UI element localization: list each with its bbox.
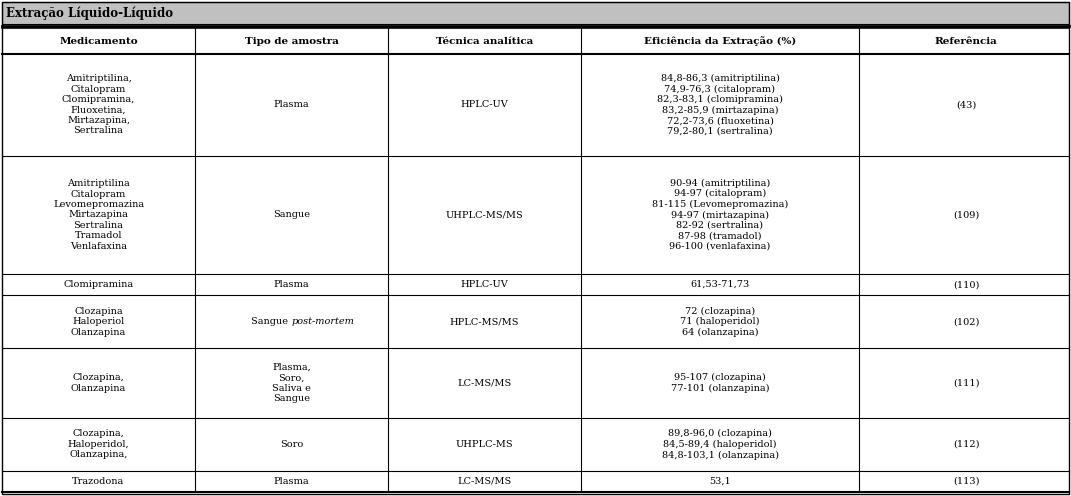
Text: (111): (111) [953, 378, 979, 387]
Text: Plasma: Plasma [274, 100, 310, 109]
Text: HPLC-MS/MS: HPLC-MS/MS [450, 317, 519, 326]
Text: Técnica analítica: Técnica analítica [436, 37, 533, 46]
Text: LC-MS/MS: LC-MS/MS [457, 477, 512, 486]
Text: Clozapina,
Olanzapina: Clozapina, Olanzapina [71, 373, 126, 393]
Text: Clomipramina: Clomipramina [63, 280, 134, 289]
Bar [2, 156, 1069, 274]
Text: LC-MS/MS: LC-MS/MS [457, 378, 512, 387]
Text: Plasma: Plasma [274, 477, 310, 486]
Text: Sangue: Sangue [273, 210, 310, 219]
Bar [2, 295, 1069, 348]
Text: HPLC-UV: HPLC-UV [461, 280, 509, 289]
Text: 72 (clozapina)
71 (haloperidol)
64 (olanzapina): 72 (clozapina) 71 (haloperidol) 64 (olan… [680, 307, 759, 337]
Text: (109): (109) [953, 210, 979, 219]
Text: (113): (113) [953, 477, 979, 486]
Text: Plasma: Plasma [274, 280, 310, 289]
Bar [2, 2, 1069, 24]
Text: 84,8-86,3 (amitriptilina)
74,9-76,3 (citalopram)
82,3-83,1 (clomipramina)
83,2-8: 84,8-86,3 (amitriptilina) 74,9-76,3 (cit… [658, 74, 783, 135]
Text: 53,1: 53,1 [709, 477, 730, 486]
Text: Extração Líquido-Líquido: Extração Líquido-Líquido [6, 6, 174, 20]
Bar [2, 28, 1069, 54]
Bar [2, 54, 1069, 156]
Text: Plasma,
Soro,
Saliva e
Sangue: Plasma, Soro, Saliva e Sangue [272, 363, 311, 403]
Text: Tipo de amostra: Tipo de amostra [244, 37, 338, 46]
Text: HPLC-UV: HPLC-UV [461, 100, 509, 109]
Text: UHPLC-MS: UHPLC-MS [455, 440, 513, 449]
Text: Amitriptilina
Citalopram
Levomepromazina
Mirtazapina
Sertralina
Tramadol
Venlafa: Amitriptilina Citalopram Levomepromazina… [52, 179, 145, 250]
Text: Clozapina
Haloperiol
Olanzapina: Clozapina Haloperiol Olanzapina [71, 307, 126, 337]
Text: Referência: Referência [935, 37, 997, 46]
Text: UHPLC-MS/MS: UHPLC-MS/MS [446, 210, 524, 219]
Text: Trazodona: Trazodona [73, 477, 124, 486]
Text: Amitriptilina,
Citalopram
Clomipramina,
Fluoxetina,
Mirtazapina,
Sertralina: Amitriptilina, Citalopram Clomipramina, … [62, 74, 135, 135]
Text: (110): (110) [953, 280, 979, 289]
Text: Clozapina,
Haloperidol,
Olanzapina,: Clozapina, Haloperidol, Olanzapina, [67, 430, 130, 459]
Text: 90-94 (amitriptilina)
94-97 (citalopram)
81-115 (Levomepromazina)
94-97 (mirtaza: 90-94 (amitriptilina) 94-97 (citalopram)… [652, 179, 788, 251]
Text: 89,8-96,0 (clozapina)
84,5-89,4 (haloperidol)
84,8-103,1 (olanzapina): 89,8-96,0 (clozapina) 84,5-89,4 (haloper… [662, 429, 779, 459]
Text: post-mortem: post-mortem [291, 317, 355, 326]
Bar [2, 348, 1069, 418]
Bar [2, 418, 1069, 471]
Text: Eficiência da Extração (%): Eficiência da Extração (%) [644, 36, 796, 46]
Text: (102): (102) [953, 317, 979, 326]
Text: (43): (43) [956, 100, 976, 109]
Text: Medicamento: Medicamento [59, 37, 138, 46]
Text: (112): (112) [953, 440, 979, 449]
Text: 61,53-71,73: 61,53-71,73 [691, 280, 750, 289]
Bar [2, 471, 1069, 492]
Text: Soro: Soro [280, 440, 303, 449]
Text: 95-107 (clozapina)
77-101 (olanzapina): 95-107 (clozapina) 77-101 (olanzapina) [670, 373, 769, 393]
Bar [2, 274, 1069, 295]
Text: Sangue: Sangue [252, 317, 291, 326]
